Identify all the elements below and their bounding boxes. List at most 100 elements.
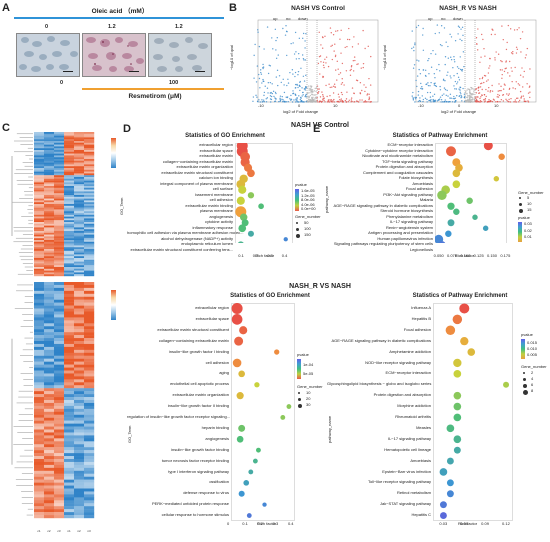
heatmap-cell (74, 405, 85, 410)
heatmap-cell (34, 268, 45, 271)
heatmap-cell (34, 146, 45, 149)
volcano-point (454, 99, 457, 102)
heatmap-cell (34, 148, 45, 151)
volcano-point (428, 57, 430, 60)
volcano-point (363, 101, 366, 103)
f-term-label: aging (219, 370, 229, 376)
heatmap-cell (74, 180, 85, 183)
heatmap-cell (74, 146, 85, 149)
heatmap-cell (44, 214, 55, 217)
volcano-point (349, 69, 351, 72)
heatmap-cell (64, 491, 75, 495)
volcano-point (329, 95, 331, 97)
heatmap-cell (84, 132, 95, 134)
volcano-point (321, 91, 323, 93)
f-pvalue-tick: 5e-05 (303, 371, 314, 376)
chart-f-plot (231, 303, 295, 521)
volcano-point (430, 98, 432, 101)
volcano-point (495, 101, 497, 103)
volcano-point (522, 76, 524, 78)
heatmap-cell (74, 187, 85, 190)
volcano-point (324, 58, 326, 60)
volcano-point (523, 70, 525, 73)
volcano-point (502, 94, 505, 96)
heatmap-cell (74, 151, 85, 154)
volcano-point (323, 66, 325, 69)
volcano-point (439, 44, 442, 46)
heatmap-cell (84, 320, 95, 324)
volcano-point (480, 33, 483, 36)
volcano-point (426, 101, 428, 103)
volcano-point (320, 61, 322, 63)
heatmap-cell (54, 379, 65, 383)
heatmap-cell (34, 450, 45, 454)
panel-d-go-chart: Statistics of GO Enrichment extracellula… (125, 133, 321, 273)
heatmap-cell (84, 284, 95, 289)
heatmap-cell (44, 256, 55, 259)
heatmap-cell (54, 284, 65, 289)
heatmap-cell (74, 491, 85, 495)
volcano-left-xtick-1: -10 (258, 103, 264, 108)
heatmap-cell (54, 512, 65, 516)
volcano-point (487, 100, 490, 103)
volcano-point (315, 90, 317, 93)
volcano-point (518, 84, 521, 86)
heatmap-cell (84, 311, 95, 315)
volcano-point (269, 95, 272, 97)
volcano-point (454, 61, 456, 63)
heatmap-cell (34, 370, 45, 374)
heatmap-cell (64, 287, 75, 292)
heatmap-cell (54, 216, 65, 219)
volcano-point (509, 75, 511, 77)
heatmap-cell (34, 323, 45, 327)
volcano-point (292, 73, 294, 75)
heatmap-cell (64, 308, 75, 312)
heatmap-cell (64, 144, 75, 147)
heatmap-cell (64, 270, 75, 273)
heatmap-cell (54, 293, 65, 297)
heatmap-cell (64, 320, 75, 324)
heatmap-cell (74, 408, 85, 412)
d-term-label: angiogenesis (209, 213, 233, 219)
heatmap-cell (84, 139, 95, 142)
volcano-point (308, 89, 310, 91)
volcano-point (294, 71, 297, 74)
heatmap-cell (44, 308, 55, 312)
volcano-point (464, 100, 466, 102)
d-term-label: basement membrane (195, 191, 233, 197)
heatmap-cell (34, 482, 45, 486)
heatmap-cell (74, 435, 85, 439)
e-pvalue-tick: 0.01 (524, 234, 532, 239)
heatmap-cell (44, 234, 55, 237)
volcano-point (519, 37, 522, 40)
heatmap-cell (54, 476, 65, 480)
f-term-label: PERK−mediated unfolded protein response (151, 501, 229, 507)
f-term-label: extracellular region (195, 305, 229, 311)
heatmap-cell (64, 290, 75, 294)
chart-f-title: Statistics of GO Enrichment (230, 293, 310, 299)
e-xtick: 0.150 (487, 253, 498, 258)
heatmap-cell (54, 250, 65, 253)
heatmap-cell (74, 470, 85, 474)
heatmap-cell (84, 189, 95, 192)
e-dot (498, 153, 505, 160)
heatmap-cell (44, 151, 55, 154)
volcano-point (471, 101, 473, 103)
volcano-point (500, 85, 502, 88)
volcano-point (417, 90, 420, 93)
heatmap-cell (74, 355, 85, 359)
volcano-point (510, 52, 513, 54)
volcano-point (520, 51, 522, 53)
volcano-point (512, 50, 514, 53)
heatmap-cell (84, 267, 95, 269)
e-dot (435, 234, 444, 243)
g-term-label: Morphine addiction (397, 403, 431, 409)
heatmap-cell (54, 146, 65, 149)
heatmap-cell (64, 213, 75, 215)
volcano-point (302, 101, 305, 103)
volcano-point (299, 85, 301, 88)
volcano-point (348, 99, 350, 101)
chart-e-legend-size-title: Gene_number (518, 190, 544, 195)
volcano-point (324, 35, 326, 38)
panel-e-pathway-chart: Statistics of Pathway Enrichment pathway… (315, 133, 550, 273)
